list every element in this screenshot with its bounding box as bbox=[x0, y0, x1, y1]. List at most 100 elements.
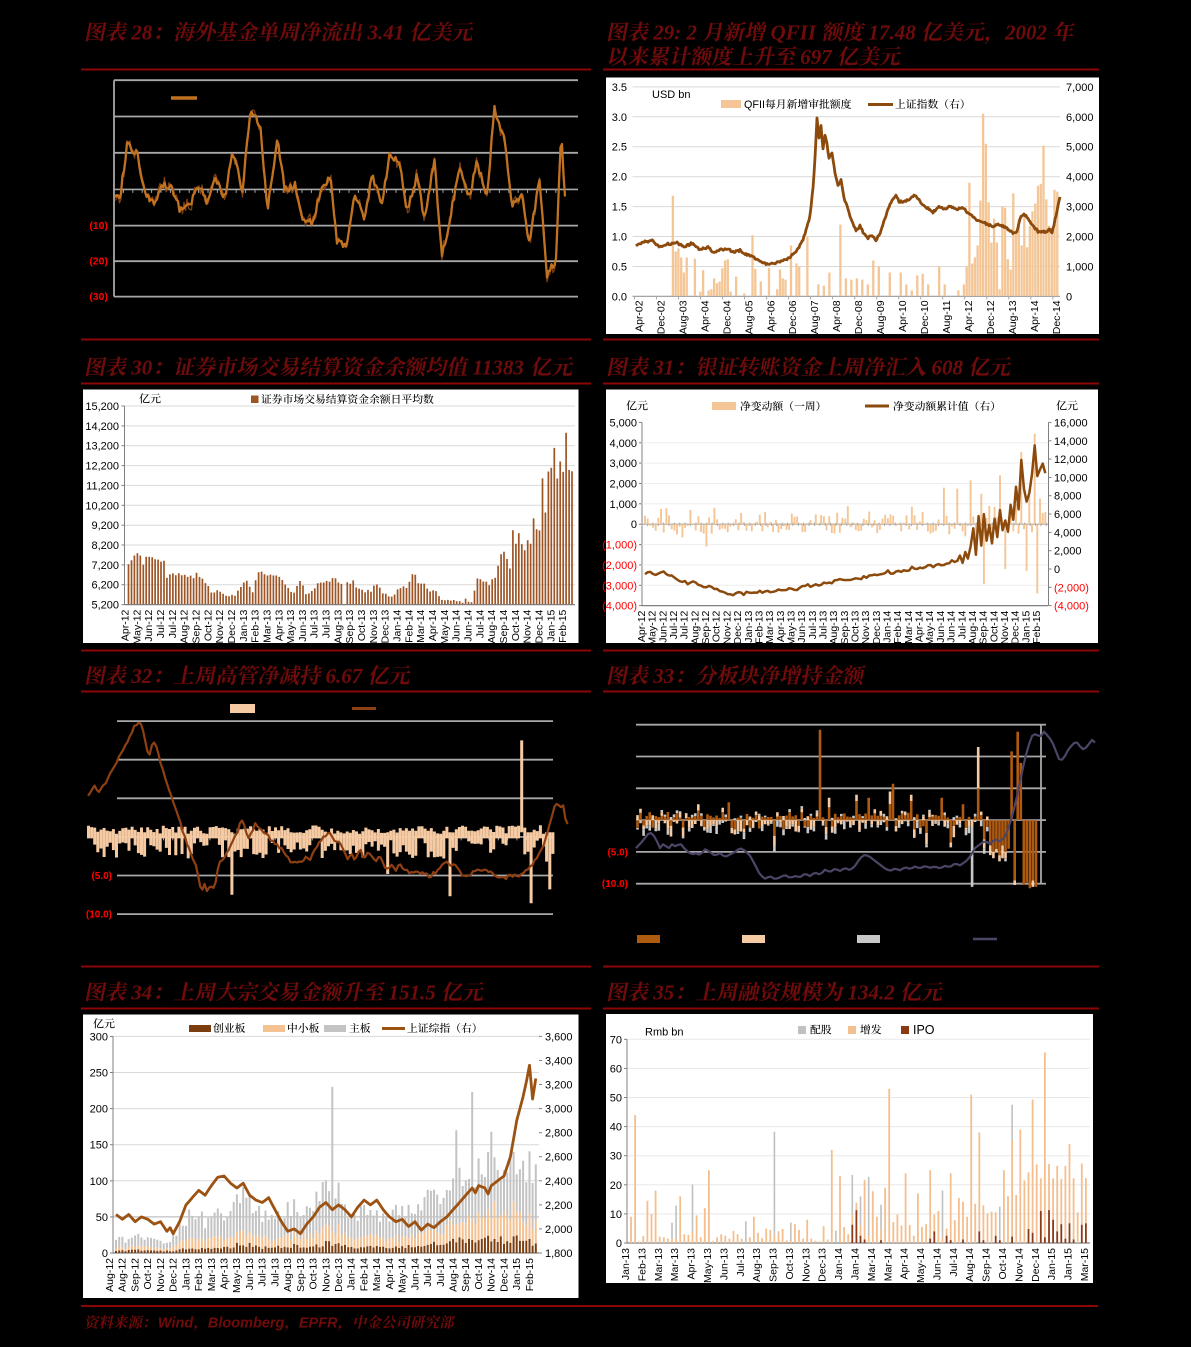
svg-text:Nov-13: Nov-13 bbox=[320, 1258, 332, 1292]
svg-text:Mar-14: Mar-14 bbox=[866, 1248, 878, 1281]
svg-text:Sep-12: Sep-12 bbox=[129, 1258, 141, 1292]
svg-text:2,400: 2,400 bbox=[545, 1176, 573, 1188]
svg-text:Mar-13: Mar-13 bbox=[206, 1258, 218, 1291]
svg-text:Nov-12: Nov-12 bbox=[155, 1258, 167, 1292]
svg-text:Jul-13: Jul-13 bbox=[818, 610, 830, 639]
svg-text:13,200: 13,200 bbox=[85, 441, 119, 453]
svg-text:Jul-13: Jul-13 bbox=[269, 1258, 281, 1287]
svg-text:USD bn: USD bn bbox=[652, 89, 691, 101]
svg-text:12,000: 12,000 bbox=[1054, 454, 1088, 466]
svg-text:20: 20 bbox=[610, 1180, 622, 1192]
svg-text:0: 0 bbox=[1066, 291, 1072, 303]
svg-text:31: 31 bbox=[652, 356, 674, 380]
svg-text:2,800: 2,800 bbox=[545, 1128, 573, 1140]
svg-text:8,200: 8,200 bbox=[91, 540, 119, 552]
svg-text:35: 35 bbox=[652, 981, 674, 1005]
svg-text:EPFR: EPFR bbox=[299, 1316, 338, 1332]
svg-text:Oct-12: Oct-12 bbox=[711, 610, 723, 642]
svg-text:Mar-14: Mar-14 bbox=[415, 609, 427, 642]
svg-text:Dec-04: Dec-04 bbox=[721, 300, 733, 334]
svg-text:Jan-14: Jan-14 bbox=[833, 1248, 845, 1280]
svg-text:Jan-15: Jan-15 bbox=[1046, 1248, 1058, 1280]
svg-text:Feb-15: Feb-15 bbox=[524, 1258, 536, 1291]
svg-text:(20): (20) bbox=[89, 256, 108, 268]
svg-text:Rmb bn: Rmb bn bbox=[645, 1027, 684, 1039]
svg-text:Apr-13: Apr-13 bbox=[219, 1258, 231, 1290]
svg-text:Mar-14: Mar-14 bbox=[882, 1248, 894, 1281]
svg-text:Mar-14: Mar-14 bbox=[371, 1258, 383, 1291]
svg-text:Feb-14: Feb-14 bbox=[892, 610, 904, 643]
svg-text:(4,000): (4,000) bbox=[602, 601, 637, 613]
svg-text:Dec-12: Dec-12 bbox=[226, 609, 238, 643]
svg-text:Jun-14: Jun-14 bbox=[451, 609, 463, 641]
svg-text:Nov-14: Nov-14 bbox=[486, 1258, 498, 1292]
svg-text:2.5: 2.5 bbox=[612, 142, 627, 154]
svg-text:Mar-14: Mar-14 bbox=[903, 610, 915, 643]
svg-text:QFII: QFII bbox=[744, 99, 765, 111]
svg-text:Nov-14: Nov-14 bbox=[522, 609, 534, 643]
svg-text:1,800: 1,800 bbox=[545, 1248, 573, 1260]
svg-text:Oct-14: Oct-14 bbox=[997, 1248, 1009, 1280]
svg-text:Aug-14: Aug-14 bbox=[967, 610, 979, 644]
svg-text:11,200: 11,200 bbox=[86, 480, 119, 492]
svg-text:Sep-13: Sep-13 bbox=[295, 1258, 307, 1292]
svg-text:Jan-14: Jan-14 bbox=[346, 1258, 358, 1290]
svg-text:Nov-12: Nov-12 bbox=[214, 609, 226, 643]
svg-text:Nov-14: Nov-14 bbox=[999, 610, 1011, 644]
svg-text:70: 70 bbox=[610, 1034, 622, 1046]
svg-text:Dec-14: Dec-14 bbox=[1010, 610, 1022, 644]
svg-text:3,000: 3,000 bbox=[1066, 202, 1094, 214]
svg-text:6,000: 6,000 bbox=[1066, 112, 1094, 124]
svg-text:Sep-14: Sep-14 bbox=[460, 1258, 472, 1292]
svg-text:Feb-15: Feb-15 bbox=[557, 609, 569, 642]
svg-text:Oct-13: Oct-13 bbox=[784, 1248, 796, 1280]
svg-text:Jun-14: Jun-14 bbox=[935, 610, 947, 642]
svg-text:(5.0): (5.0) bbox=[607, 847, 628, 858]
svg-text:2,600: 2,600 bbox=[545, 1152, 573, 1164]
svg-text:Feb-15: Feb-15 bbox=[1031, 610, 1043, 643]
svg-text:16,000: 16,000 bbox=[1054, 417, 1088, 429]
svg-text:Sep-14: Sep-14 bbox=[981, 1248, 993, 1282]
svg-text:Sep-12: Sep-12 bbox=[191, 609, 203, 643]
svg-text:Aug-13: Aug-13 bbox=[282, 1258, 294, 1292]
svg-text:Sep-13: Sep-13 bbox=[344, 609, 356, 643]
svg-text:May-14: May-14 bbox=[915, 1248, 927, 1283]
svg-text:11383: 11383 bbox=[473, 356, 524, 380]
svg-text:697: 697 bbox=[800, 45, 833, 69]
svg-text:Dec-06: Dec-06 bbox=[787, 300, 799, 334]
svg-text:(30): (30) bbox=[89, 291, 108, 303]
svg-text:Jan-14: Jan-14 bbox=[882, 610, 894, 642]
svg-text:Jan-14: Jan-14 bbox=[850, 1248, 862, 1280]
svg-text:Aug-14: Aug-14 bbox=[448, 1258, 460, 1292]
svg-text:2.0: 2.0 bbox=[612, 172, 627, 184]
svg-text:Jul-12: Jul-12 bbox=[167, 609, 179, 638]
svg-text:Feb-14: Feb-14 bbox=[403, 609, 415, 642]
svg-text:30: 30 bbox=[610, 1151, 622, 1163]
svg-text:Dec-12: Dec-12 bbox=[168, 1258, 180, 1292]
svg-text:Aug-12: Aug-12 bbox=[179, 609, 191, 643]
svg-text:Aug-14: Aug-14 bbox=[964, 1248, 976, 1282]
svg-text:Oct-14: Oct-14 bbox=[510, 609, 522, 641]
svg-text:Nov-13: Nov-13 bbox=[860, 610, 872, 644]
svg-text:40: 40 bbox=[610, 1122, 622, 1134]
svg-text:1.5: 1.5 bbox=[612, 202, 627, 214]
svg-text:14,000: 14,000 bbox=[1054, 436, 1088, 448]
svg-text:Apr-14: Apr-14 bbox=[384, 1258, 396, 1290]
svg-text:Jul-14: Jul-14 bbox=[956, 610, 968, 639]
svg-text:Apr-13: Apr-13 bbox=[775, 610, 787, 642]
svg-text:(10): (10) bbox=[89, 220, 108, 232]
svg-text:Jun-14: Jun-14 bbox=[946, 610, 958, 642]
svg-text:Dec-12: Dec-12 bbox=[985, 300, 997, 334]
svg-text:Jun-13: Jun-13 bbox=[244, 1258, 256, 1290]
svg-text:0: 0 bbox=[102, 1248, 108, 1260]
svg-text:7,200: 7,200 bbox=[91, 560, 119, 572]
svg-text:Sep-14: Sep-14 bbox=[978, 610, 990, 644]
svg-text:Jul-13: Jul-13 bbox=[257, 1258, 269, 1287]
svg-text:Apr-14: Apr-14 bbox=[427, 609, 439, 641]
svg-text:Aug-12: Aug-12 bbox=[117, 1258, 129, 1292]
svg-text:Jul-14: Jul-14 bbox=[422, 1258, 434, 1287]
svg-text:Dec-14: Dec-14 bbox=[1030, 1248, 1042, 1282]
svg-text:May-12: May-12 bbox=[131, 609, 143, 644]
svg-text:Dec-13: Dec-13 bbox=[333, 1258, 345, 1292]
svg-text:0.5: 0.5 bbox=[612, 262, 627, 274]
